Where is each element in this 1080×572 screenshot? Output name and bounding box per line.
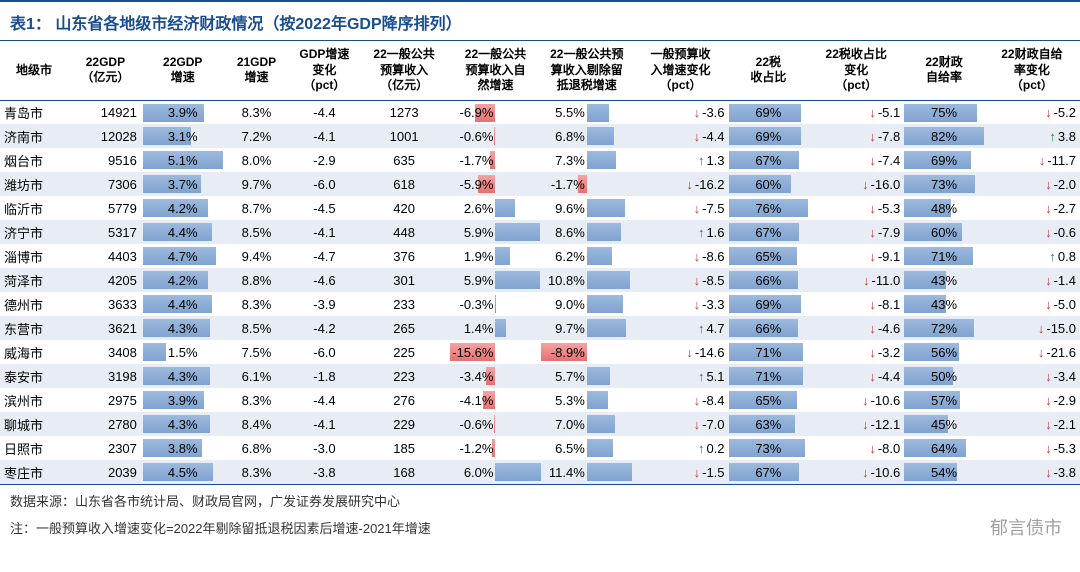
column-header: 22一般公共预算收入自然增速 <box>450 41 541 100</box>
column-header: 22财政自给率变化（pct） <box>984 41 1080 100</box>
column-header: 22税收占比变化（pct） <box>808 41 904 100</box>
table-row: 枣庄市20394.5%8.3%-3.81686.0%11.4%↓-1.567%↓… <box>0 460 1080 484</box>
table-row: 青岛市149213.9%8.3%-4.41273-6.9%5.5%↓-3.669… <box>0 100 1080 124</box>
table-container: 地级市22GDP（亿元）22GDP增速21GDP增速GDP增速变化（pct）22… <box>0 41 1080 484</box>
table-row: 淄博市44034.7%9.4%-4.73761.9%6.2%↓-8.665%↓-… <box>0 244 1080 268</box>
table-row: 聊城市27804.3%8.4%-4.1229-0.6%7.0%↓-7.063%↓… <box>0 412 1080 436</box>
column-header: 22财政自给率 <box>904 41 984 100</box>
table-row: 烟台市95165.1%8.0%-2.9635-1.7%7.3%↑1.367%↓-… <box>0 148 1080 172</box>
watermark: 郁言债市 <box>990 514 1062 540</box>
table-header-row: 地级市22GDP（亿元）22GDP增速21GDP增速GDP增速变化（pct）22… <box>0 41 1080 100</box>
table-row: 济宁市53174.4%8.5%-4.14485.9%8.6%↑1.667%↓-7… <box>0 220 1080 244</box>
column-header: 22一般公共预算收入剔除留抵退税增速 <box>541 41 632 100</box>
table-body: 青岛市149213.9%8.3%-4.41273-6.9%5.5%↓-3.669… <box>0 100 1080 484</box>
table-row: 威海市34081.5%7.5%-6.0225-15.6%-8.9%↓-14.67… <box>0 340 1080 364</box>
table-row: 滨州市29753.9%8.3%-4.4276-4.1%5.3%↓-8.465%↓… <box>0 388 1080 412</box>
table-row: 泰安市31984.3%6.1%-1.8223-3.4%5.7%↑5.171%↓-… <box>0 364 1080 388</box>
column-header: 22GDP增速 <box>143 41 223 100</box>
table-row: 潍坊市73063.7%9.7%-6.0618-5.9%-1.7%↓-16.260… <box>0 172 1080 196</box>
table-row: 临沂市57794.2%8.7%-4.54202.6%9.6%↓-7.576%↓-… <box>0 196 1080 220</box>
table-title: 表1： 山东省各地级市经济财政情况（按2022年GDP降序排列） <box>0 0 1080 41</box>
data-table: 地级市22GDP（亿元）22GDP增速21GDP增速GDP增速变化（pct）22… <box>0 41 1080 484</box>
column-header: 22GDP（亿元） <box>68 41 143 100</box>
column-header: 22一般公共预算收入（亿元） <box>358 41 449 100</box>
column-header: 22税收占比 <box>729 41 809 100</box>
column-header: 21GDP增速 <box>223 41 291 100</box>
table-row: 德州市36334.4%8.3%-3.9233-0.3%9.0%↓-3.369%↓… <box>0 292 1080 316</box>
table-row: 菏泽市42054.2%8.8%-4.63015.9%10.8%↓-8.566%↓… <box>0 268 1080 292</box>
data-source: 数据来源：山东省各市统计局、财政局官网，广发证券发展研究中心 <box>0 484 1080 514</box>
table-note: 注：一般预算收入增速变化=2022年剔除留抵退税因素后增速-2021年增速 <box>0 514 1080 541</box>
table-row: 日照市23073.8%6.8%-3.0185-1.2%6.5%↑0.273%↓-… <box>0 436 1080 460</box>
column-header: 地级市 <box>0 41 68 100</box>
column-header: GDP增速变化（pct） <box>290 41 358 100</box>
column-header: 一般预算收入增速变化（pct） <box>632 41 728 100</box>
table-row: 东营市36214.3%8.5%-4.22651.4%9.7%↑4.766%↓-4… <box>0 316 1080 340</box>
table-row: 济南市120283.1%7.2%-4.11001-0.6%6.8%↓-4.469… <box>0 124 1080 148</box>
